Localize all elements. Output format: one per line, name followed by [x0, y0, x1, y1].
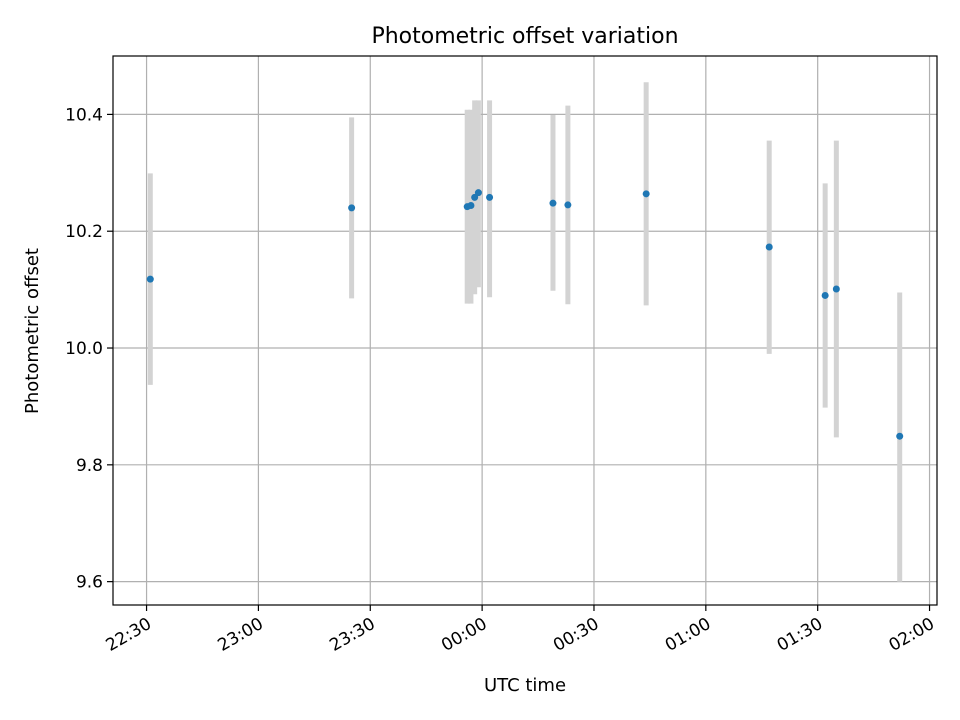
data-point [467, 202, 475, 210]
data-point [765, 243, 773, 251]
data-point [348, 204, 356, 212]
data-point [549, 199, 557, 207]
y-tick-label: 9.8 [76, 456, 103, 476]
y-tick-label: 9.6 [76, 573, 103, 593]
y-tick-label: 10.2 [65, 222, 103, 242]
grid-lines [113, 56, 937, 605]
data-point [471, 193, 479, 201]
x-axis-title: UTC time [484, 675, 566, 696]
y-axis-title: Photometric offset [22, 248, 43, 414]
data-point [821, 291, 829, 299]
y-tick-label: 10.4 [65, 105, 103, 125]
plot-frame [112, 55, 938, 606]
data-point [564, 201, 572, 209]
data-point [474, 189, 482, 197]
data-point [832, 285, 840, 293]
data-point [896, 432, 904, 440]
y-tick-label: 10.0 [65, 339, 103, 359]
y-axis-ticks: 9.6 9.8 10.0 10.2 10.4 [65, 105, 113, 593]
data-points [146, 189, 904, 440]
data-point [146, 275, 154, 283]
data-point [486, 193, 494, 201]
chart-title: Photometric offset variation [371, 24, 678, 49]
data-point [642, 190, 650, 198]
